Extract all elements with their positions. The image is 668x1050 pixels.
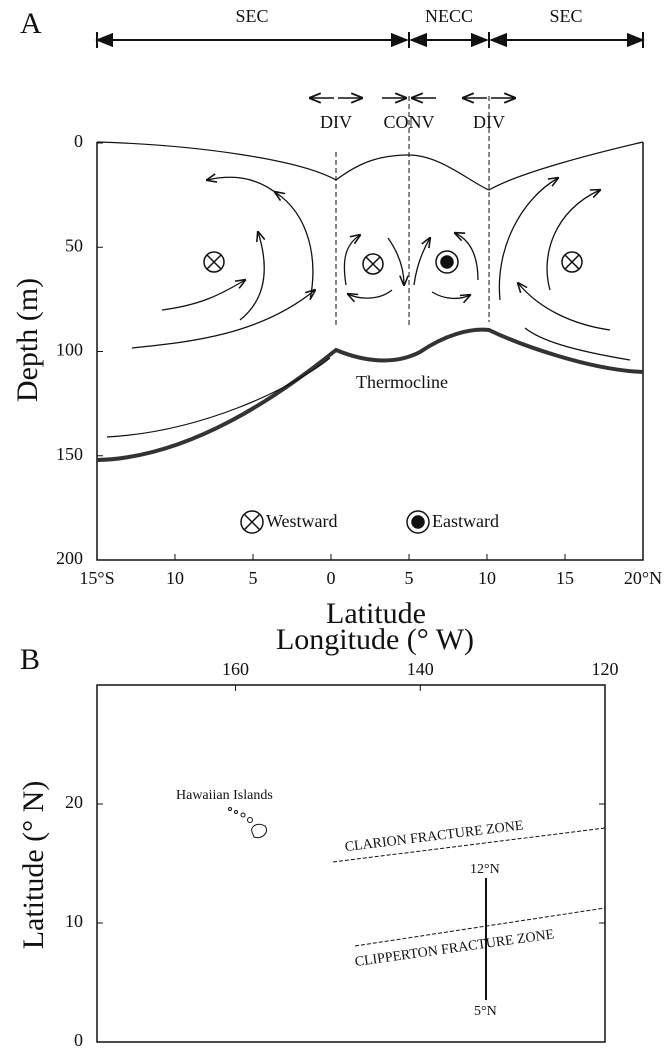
legend-label: Westward <box>266 511 338 531</box>
x-axis-title: Longitude (° W) <box>276 623 474 656</box>
panel-b: B Longitude (° W) Latitude (° N) Hawaiia… <box>17 623 606 1043</box>
section-outline <box>96 96 644 561</box>
current-arrows <box>95 32 645 48</box>
x-tick-label: 10 <box>478 568 496 588</box>
annotation: 12°N <box>470 862 500 877</box>
x-tick-label: 140 <box>407 659 434 679</box>
y-axis-title: Depth (m) <box>11 278 44 402</box>
annotation: Thermocline <box>356 372 448 392</box>
x-tick-label: 160 <box>222 659 249 679</box>
y-tick-label: 0 <box>74 1030 83 1050</box>
fracture-zone <box>354 907 606 947</box>
current-label: SEC <box>235 6 268 26</box>
current-label: SEC <box>549 6 582 26</box>
y-tick-label: 50 <box>65 235 83 255</box>
y-tick-label: 200 <box>56 548 83 568</box>
legend <box>240 510 430 534</box>
current-label: NECC <box>425 6 473 26</box>
map-frame <box>96 684 606 1043</box>
x-tick-label: 15°S <box>79 568 114 588</box>
x-tick-label: 10 <box>166 568 184 588</box>
circulation <box>131 177 631 361</box>
panel-a: A SEC NECC SEC DIV CONV DIV Thermocline … <box>11 6 645 630</box>
y-axis-title: Latitude (° N) <box>17 781 50 950</box>
eastward-symbol <box>435 250 459 274</box>
front-label: DIV <box>320 112 352 132</box>
y-tick-label: 0 <box>74 131 83 151</box>
panel-label: A <box>20 7 42 40</box>
y-tick-label: 20 <box>65 792 83 812</box>
legend-label: Eastward <box>432 511 499 531</box>
x-axis-title: Latitude <box>326 597 426 630</box>
y-tick-label: 100 <box>56 340 83 360</box>
y-tick-label: 10 <box>65 911 83 931</box>
x-tick-label: 0 <box>327 568 336 588</box>
islands <box>228 807 268 839</box>
x-tick-label: 5 <box>249 568 258 588</box>
x-tick-label: 20°N <box>624 568 662 588</box>
x-tick-label: 5 <box>405 568 414 588</box>
annotation: 5°N <box>474 1004 497 1019</box>
westward-symbol <box>203 251 583 275</box>
y-tick-label: 150 <box>56 444 83 464</box>
fracture-zone <box>332 827 606 863</box>
annotation: CLIPPERTON FRACTURE ZONE <box>354 927 555 970</box>
x-tick-label: 120 <box>592 659 619 679</box>
annotation: Hawaiian Islands <box>176 788 273 803</box>
x-tick-label: 15 <box>556 568 574 588</box>
annotation: CLARION FRACTURE ZONE <box>344 818 524 855</box>
panel-label: B <box>20 643 40 676</box>
